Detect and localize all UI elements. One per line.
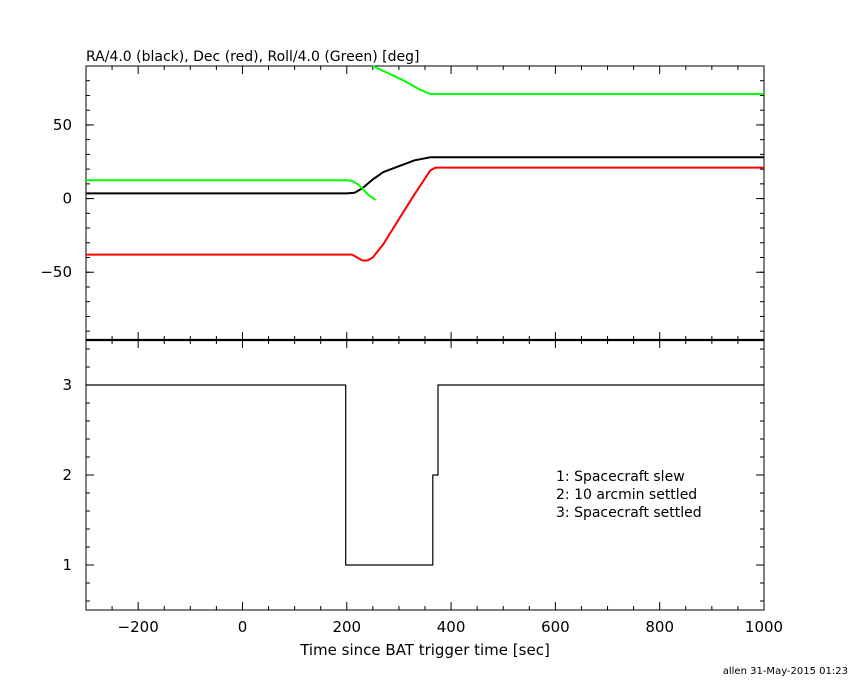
y-tick-label: 2 [62, 466, 72, 484]
annotation-spacecraft-slew: 1: Spacecraft slew [556, 469, 685, 485]
series-line [86, 179, 377, 201]
y-tick-label: 1 [62, 556, 72, 574]
annotation-10-arcmin-settled: 2: 10 arcmin settled [556, 487, 697, 503]
top-panel: −50 0 50 [40, 65, 765, 341]
x-tick-label: 1000 [745, 618, 783, 636]
bottom-panel-annotations: 1: Spacecraft slew 2: 10 arcmin settled … [556, 469, 702, 521]
x-tick-label: 200 [332, 618, 361, 636]
series-line [372, 65, 764, 95]
top-panel-title: RA/4.0 (black), Dec (red), Roll/4.0 (Gre… [86, 49, 419, 65]
x-tick-label: 0 [238, 618, 248, 636]
y-tick-label: 3 [62, 376, 72, 394]
y-tick-label: 0 [62, 190, 72, 208]
bottom-panel-series [86, 384, 764, 566]
y-tick-label: −50 [40, 263, 72, 281]
series-line [86, 384, 764, 566]
bottom-panel-tick-labels: 1 2 3 −200 0 200 400 600 800 1000 [62, 376, 783, 636]
footer-stamp: allen 31-May-2015 01:23 [723, 666, 848, 677]
series-line [86, 166, 764, 262]
series-line [86, 156, 764, 195]
x-tick-label: −200 [118, 618, 159, 636]
bottom-panel-ticks [85, 340, 765, 610]
top-panel-tick-labels: −50 0 50 [40, 116, 72, 281]
x-tick-label: 400 [437, 618, 466, 636]
x-axis-label: Time since BAT trigger time [sec] [299, 641, 550, 659]
annotation-spacecraft-settled: 3: Spacecraft settled [556, 505, 702, 521]
bottom-panel: 1 2 3 −200 0 200 400 600 800 1000 1: Spacecraft s… [62, 339, 783, 636]
x-tick-label: 800 [645, 618, 674, 636]
top-panel-series [86, 65, 764, 262]
y-tick-label: 50 [53, 116, 72, 134]
x-tick-label: 600 [541, 618, 570, 636]
